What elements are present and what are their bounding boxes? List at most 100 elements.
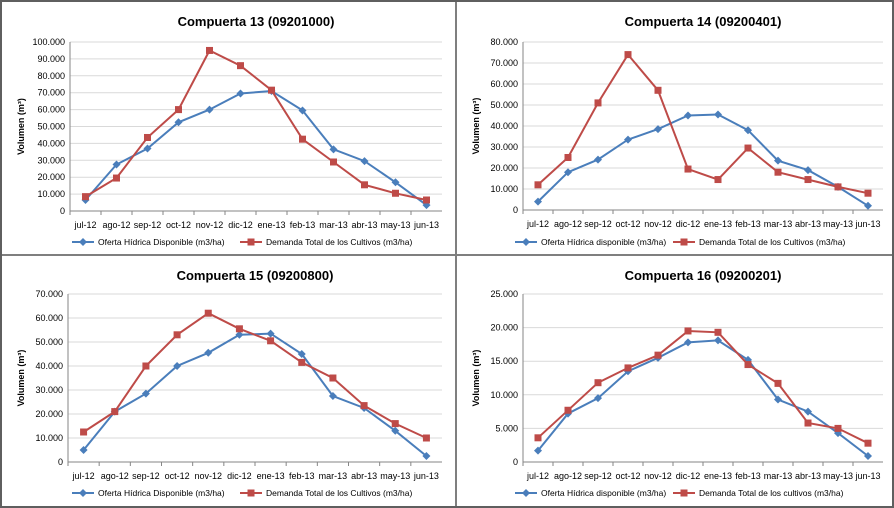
data-point-demanda bbox=[267, 337, 275, 345]
series-line-demanda bbox=[83, 312, 427, 439]
series-line-demanda bbox=[537, 329, 869, 445]
legend-marker bbox=[522, 489, 530, 497]
data-point-demanda bbox=[235, 325, 243, 333]
y-tick-label: 10.000 bbox=[490, 184, 518, 194]
horizontal-divider bbox=[0, 254, 894, 256]
x-tick-label: may-13 bbox=[823, 471, 853, 481]
x-tick-label: oct-12 bbox=[166, 220, 191, 230]
data-point-demanda bbox=[392, 189, 399, 197]
data-point-oferta bbox=[774, 395, 782, 404]
data-point-oferta bbox=[112, 160, 121, 169]
data-point-oferta bbox=[329, 145, 338, 154]
data-point-demanda bbox=[173, 331, 181, 339]
chart-title: Compuerta 16 (09200201) bbox=[625, 268, 782, 283]
x-tick-label: ene-13 bbox=[704, 219, 732, 229]
data-point-demanda bbox=[624, 51, 632, 59]
series-line-demanda bbox=[84, 49, 427, 201]
data-point-demanda bbox=[684, 327, 692, 335]
x-tick-label: dic-12 bbox=[228, 220, 253, 230]
data-point-demanda bbox=[237, 62, 244, 70]
data-point-oferta bbox=[173, 362, 182, 370]
data-point-demanda bbox=[298, 358, 306, 366]
y-tick-label: 60.000 bbox=[35, 313, 63, 323]
data-point-oferta bbox=[564, 168, 572, 177]
data-point-demanda bbox=[654, 86, 662, 94]
x-tick-label: mar-13 bbox=[319, 220, 348, 230]
y-tick-label: 30.000 bbox=[37, 155, 65, 165]
data-point-oferta bbox=[864, 201, 872, 210]
y-axis-label: Volumen (m³) bbox=[16, 350, 26, 407]
x-tick-label: nov-12 bbox=[194, 471, 222, 481]
series-line-oferta bbox=[537, 113, 869, 207]
y-tick-label: 10.000 bbox=[490, 390, 518, 400]
x-tick-label: abr-13 bbox=[351, 220, 377, 230]
series-line-oferta bbox=[84, 89, 428, 206]
x-tick-label: ene-13 bbox=[704, 471, 732, 481]
data-point-demanda bbox=[654, 351, 662, 359]
y-tick-label: 20.000 bbox=[35, 409, 63, 419]
data-point-demanda bbox=[329, 374, 337, 382]
legend-marker bbox=[680, 238, 688, 246]
legend-label: Demanda Total de los Cultivos (m3/ha) bbox=[266, 237, 412, 247]
y-tick-label: 25.000 bbox=[490, 289, 518, 299]
data-point-oferta bbox=[174, 118, 183, 127]
x-tick-label: oct-12 bbox=[615, 471, 640, 481]
chart-svg: Compuerta 13 (09201000) 0 10.000 20.000 30.0… bbox=[16, 14, 442, 247]
data-point-oferta bbox=[266, 329, 275, 338]
legend-marker bbox=[247, 489, 255, 497]
y-axis-label: Volumen (m³) bbox=[471, 98, 481, 155]
data-point-oferta bbox=[594, 394, 602, 403]
chart-svg: Compuerta 14 (09200401) 0 10.000 20.000 30.0… bbox=[471, 14, 883, 247]
y-tick-label: 20.000 bbox=[37, 172, 65, 182]
chart-title: Compuerta 15 (09200800) bbox=[177, 268, 334, 283]
data-point-oferta bbox=[236, 89, 245, 98]
data-point-oferta bbox=[391, 426, 400, 435]
legend-marker bbox=[79, 489, 87, 497]
data-point-demanda bbox=[422, 434, 430, 442]
x-tick-label: abr-13 bbox=[795, 219, 821, 229]
data-point-oferta bbox=[422, 452, 431, 460]
data-point-oferta bbox=[297, 350, 306, 358]
x-tick-label: sep-12 bbox=[132, 471, 160, 481]
x-tick-label: sep-12 bbox=[584, 471, 612, 481]
x-tick-label: jun-13 bbox=[854, 471, 880, 481]
data-point-demanda bbox=[80, 428, 88, 436]
y-tick-label: 50.000 bbox=[35, 337, 63, 347]
legend-label: Oferta Hídrica Disponible (m3/ha) bbox=[98, 237, 225, 247]
data-point-oferta bbox=[684, 338, 692, 347]
data-point-demanda bbox=[206, 46, 213, 54]
x-tick-label: ago-12 bbox=[102, 220, 130, 230]
x-tick-label: abr-13 bbox=[351, 471, 377, 481]
data-point-oferta bbox=[774, 156, 782, 165]
data-point-demanda bbox=[684, 165, 692, 173]
data-point-demanda bbox=[594, 99, 602, 107]
legend-label: Demanda Total de los Cultivos (m3/ha) bbox=[266, 488, 412, 498]
chart-panel-compuerta-15: Compuerta 15 (09200800) 0 10.000 20.000 30.0… bbox=[2, 256, 455, 506]
data-point-demanda bbox=[744, 361, 752, 369]
y-axis-label: Volumen (m³) bbox=[16, 98, 26, 155]
series-line-oferta bbox=[537, 339, 869, 457]
data-point-demanda bbox=[564, 406, 572, 414]
x-tick-label: jul-12 bbox=[526, 219, 549, 229]
data-point-oferta bbox=[328, 392, 337, 400]
data-point-oferta bbox=[714, 110, 722, 119]
data-point-demanda bbox=[534, 181, 542, 189]
y-tick-label: 80.000 bbox=[37, 71, 65, 81]
data-point-demanda bbox=[864, 189, 872, 197]
data-point-oferta bbox=[654, 125, 662, 134]
legend-marker bbox=[522, 238, 530, 246]
chart-svg: Compuerta 15 (09200800) 0 10.000 20.000 30.0… bbox=[16, 268, 442, 498]
legend-marker bbox=[680, 489, 688, 497]
data-point-demanda bbox=[111, 408, 119, 416]
data-point-oferta bbox=[205, 105, 214, 114]
x-tick-label: feb-13 bbox=[735, 471, 761, 481]
y-tick-label: 30.000 bbox=[490, 142, 518, 152]
y-tick-label: 70.000 bbox=[35, 289, 63, 299]
x-tick-label: ago-12 bbox=[554, 471, 582, 481]
data-point-demanda bbox=[113, 174, 120, 182]
y-tick-label: 0 bbox=[513, 457, 518, 467]
x-tick-label: feb-13 bbox=[289, 471, 315, 481]
x-tick-label: jun-13 bbox=[854, 219, 880, 229]
data-point-demanda bbox=[744, 144, 752, 152]
x-tick-label: may-13 bbox=[380, 220, 410, 230]
